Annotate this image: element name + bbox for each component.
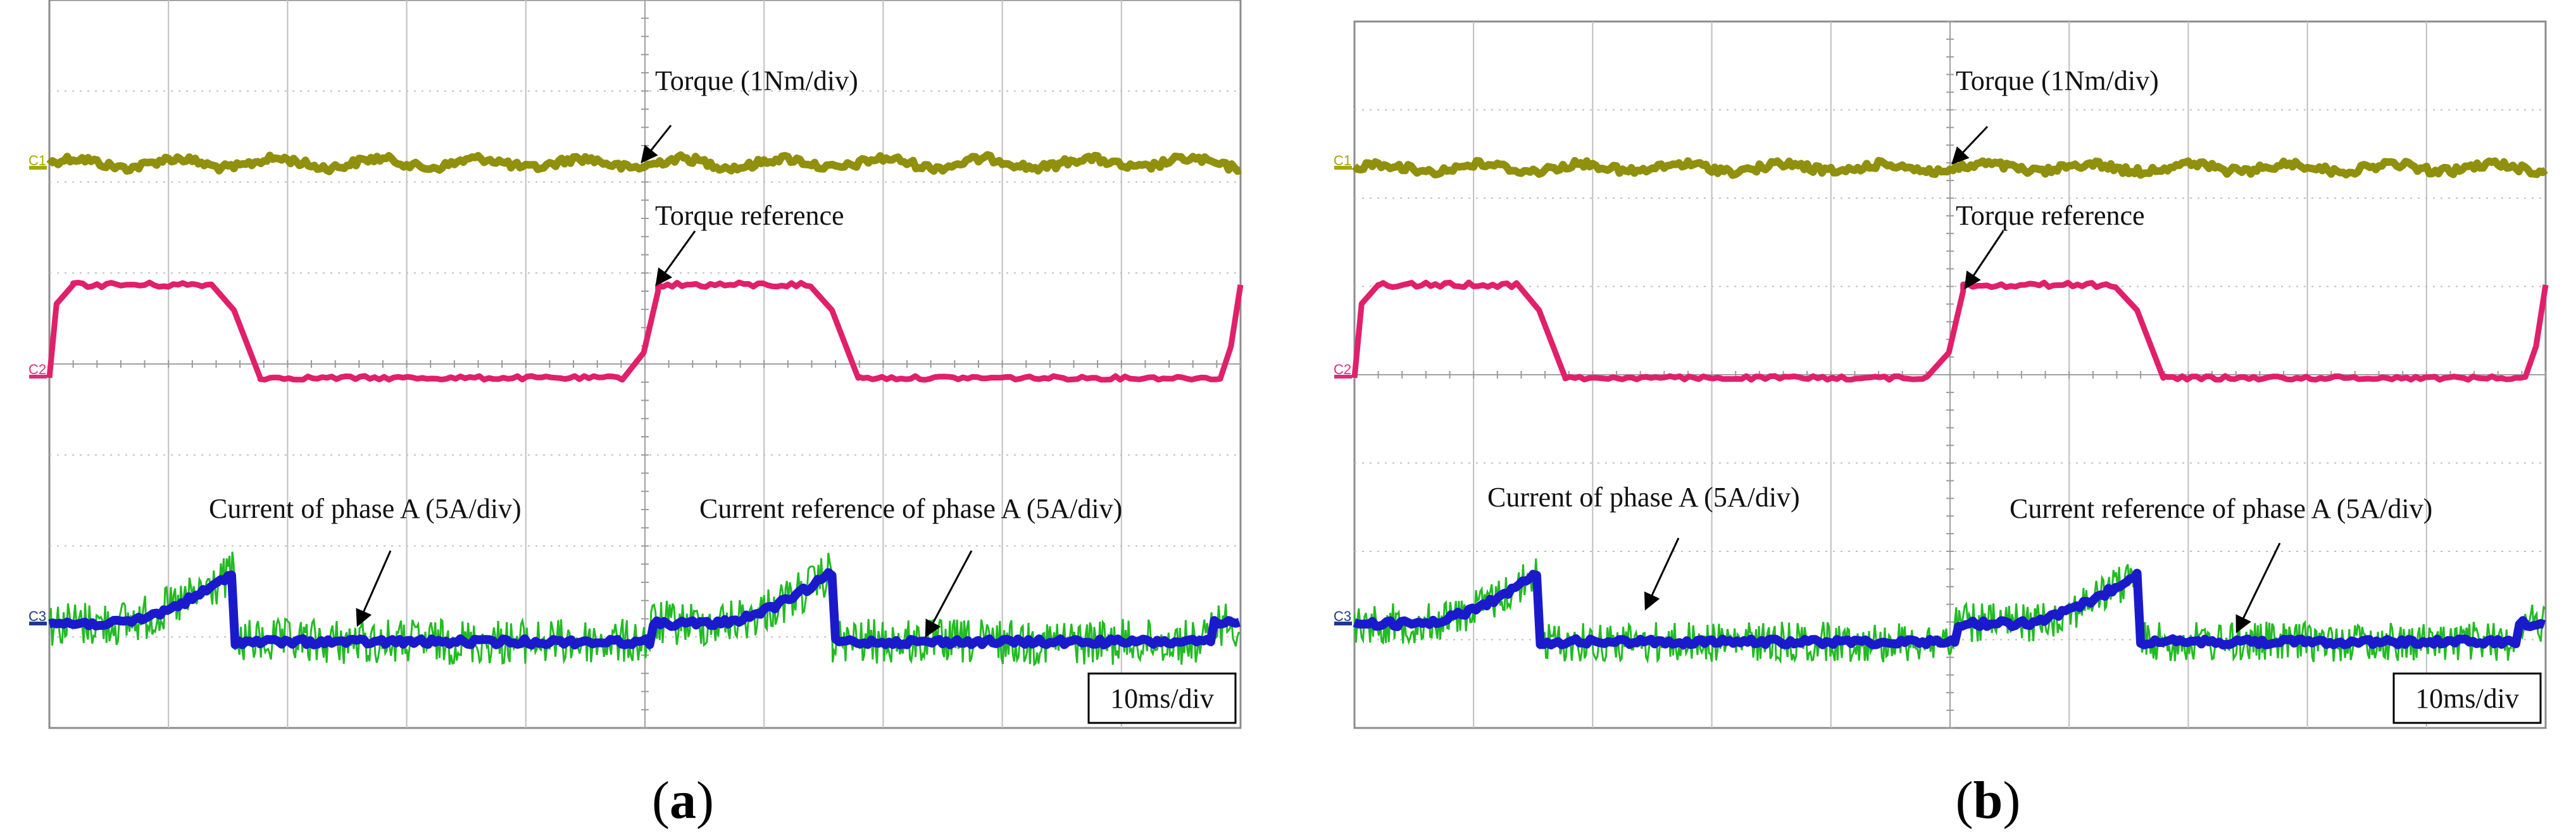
annotation-arrow — [1951, 125, 1989, 165]
panel-label-a: (a) — [652, 771, 714, 830]
annotation-arrow — [655, 230, 696, 287]
annotation-arrow — [1644, 537, 1680, 611]
series-current-reference-line — [48, 568, 1241, 649]
channel-label-c1: C1 — [28, 153, 46, 168]
annotation-arrow — [1964, 230, 2004, 290]
panel-label-b: (b) — [1956, 771, 2021, 830]
series-torque-line — [46, 151, 1242, 175]
annotation-label: Torque reference — [655, 200, 844, 231]
channel-label-c3: C3 — [28, 608, 46, 624]
scope-panel-a: C1 C2 C3 Torque (1Nm/div) Torque reference Cu… — [28, 0, 1244, 729]
annotation-label: Current reference of phase A (5A/div) — [2010, 493, 2432, 524]
annotation-label: Current of phase A (5A/div) — [209, 493, 522, 524]
annotation-arrow — [2235, 542, 2281, 634]
channel-label-c2: C2 — [28, 361, 46, 377]
annotation-label: Torque (1Nm/div) — [655, 65, 858, 96]
annotation-arrow — [356, 550, 392, 627]
series-torque-reference-line — [46, 279, 1244, 383]
annotation-arrow — [641, 125, 672, 164]
channel-label-c1: C1 — [1334, 153, 1351, 168]
series-current-reference-line — [1353, 568, 2546, 649]
annotation-label: Current reference of phase A (5A/div) — [699, 493, 1122, 524]
channel-label-c2: C2 — [1334, 361, 1351, 377]
annotation-label: Current of phase A (5A/div) — [1487, 482, 1800, 513]
channel-label-c3: C3 — [1334, 608, 1351, 624]
series-torque-reference-line — [1351, 279, 2549, 383]
scope-panel-b: C1 C2 C3 Torque (1Nm/div) Torque reference Cu… — [1334, 20, 2549, 729]
time-scale-label: 10ms/div — [2415, 683, 2519, 714]
series-torque-line — [1351, 156, 2548, 179]
time-scale-box — [1087, 672, 1237, 724]
time-scale-box — [2392, 672, 2542, 724]
annotation-label: Torque (1Nm/div) — [1956, 65, 2159, 96]
annotation-arrow — [925, 550, 973, 638]
time-scale-label: 10ms/div — [1110, 683, 1214, 714]
annotation-label: Torque reference — [1956, 200, 2145, 231]
